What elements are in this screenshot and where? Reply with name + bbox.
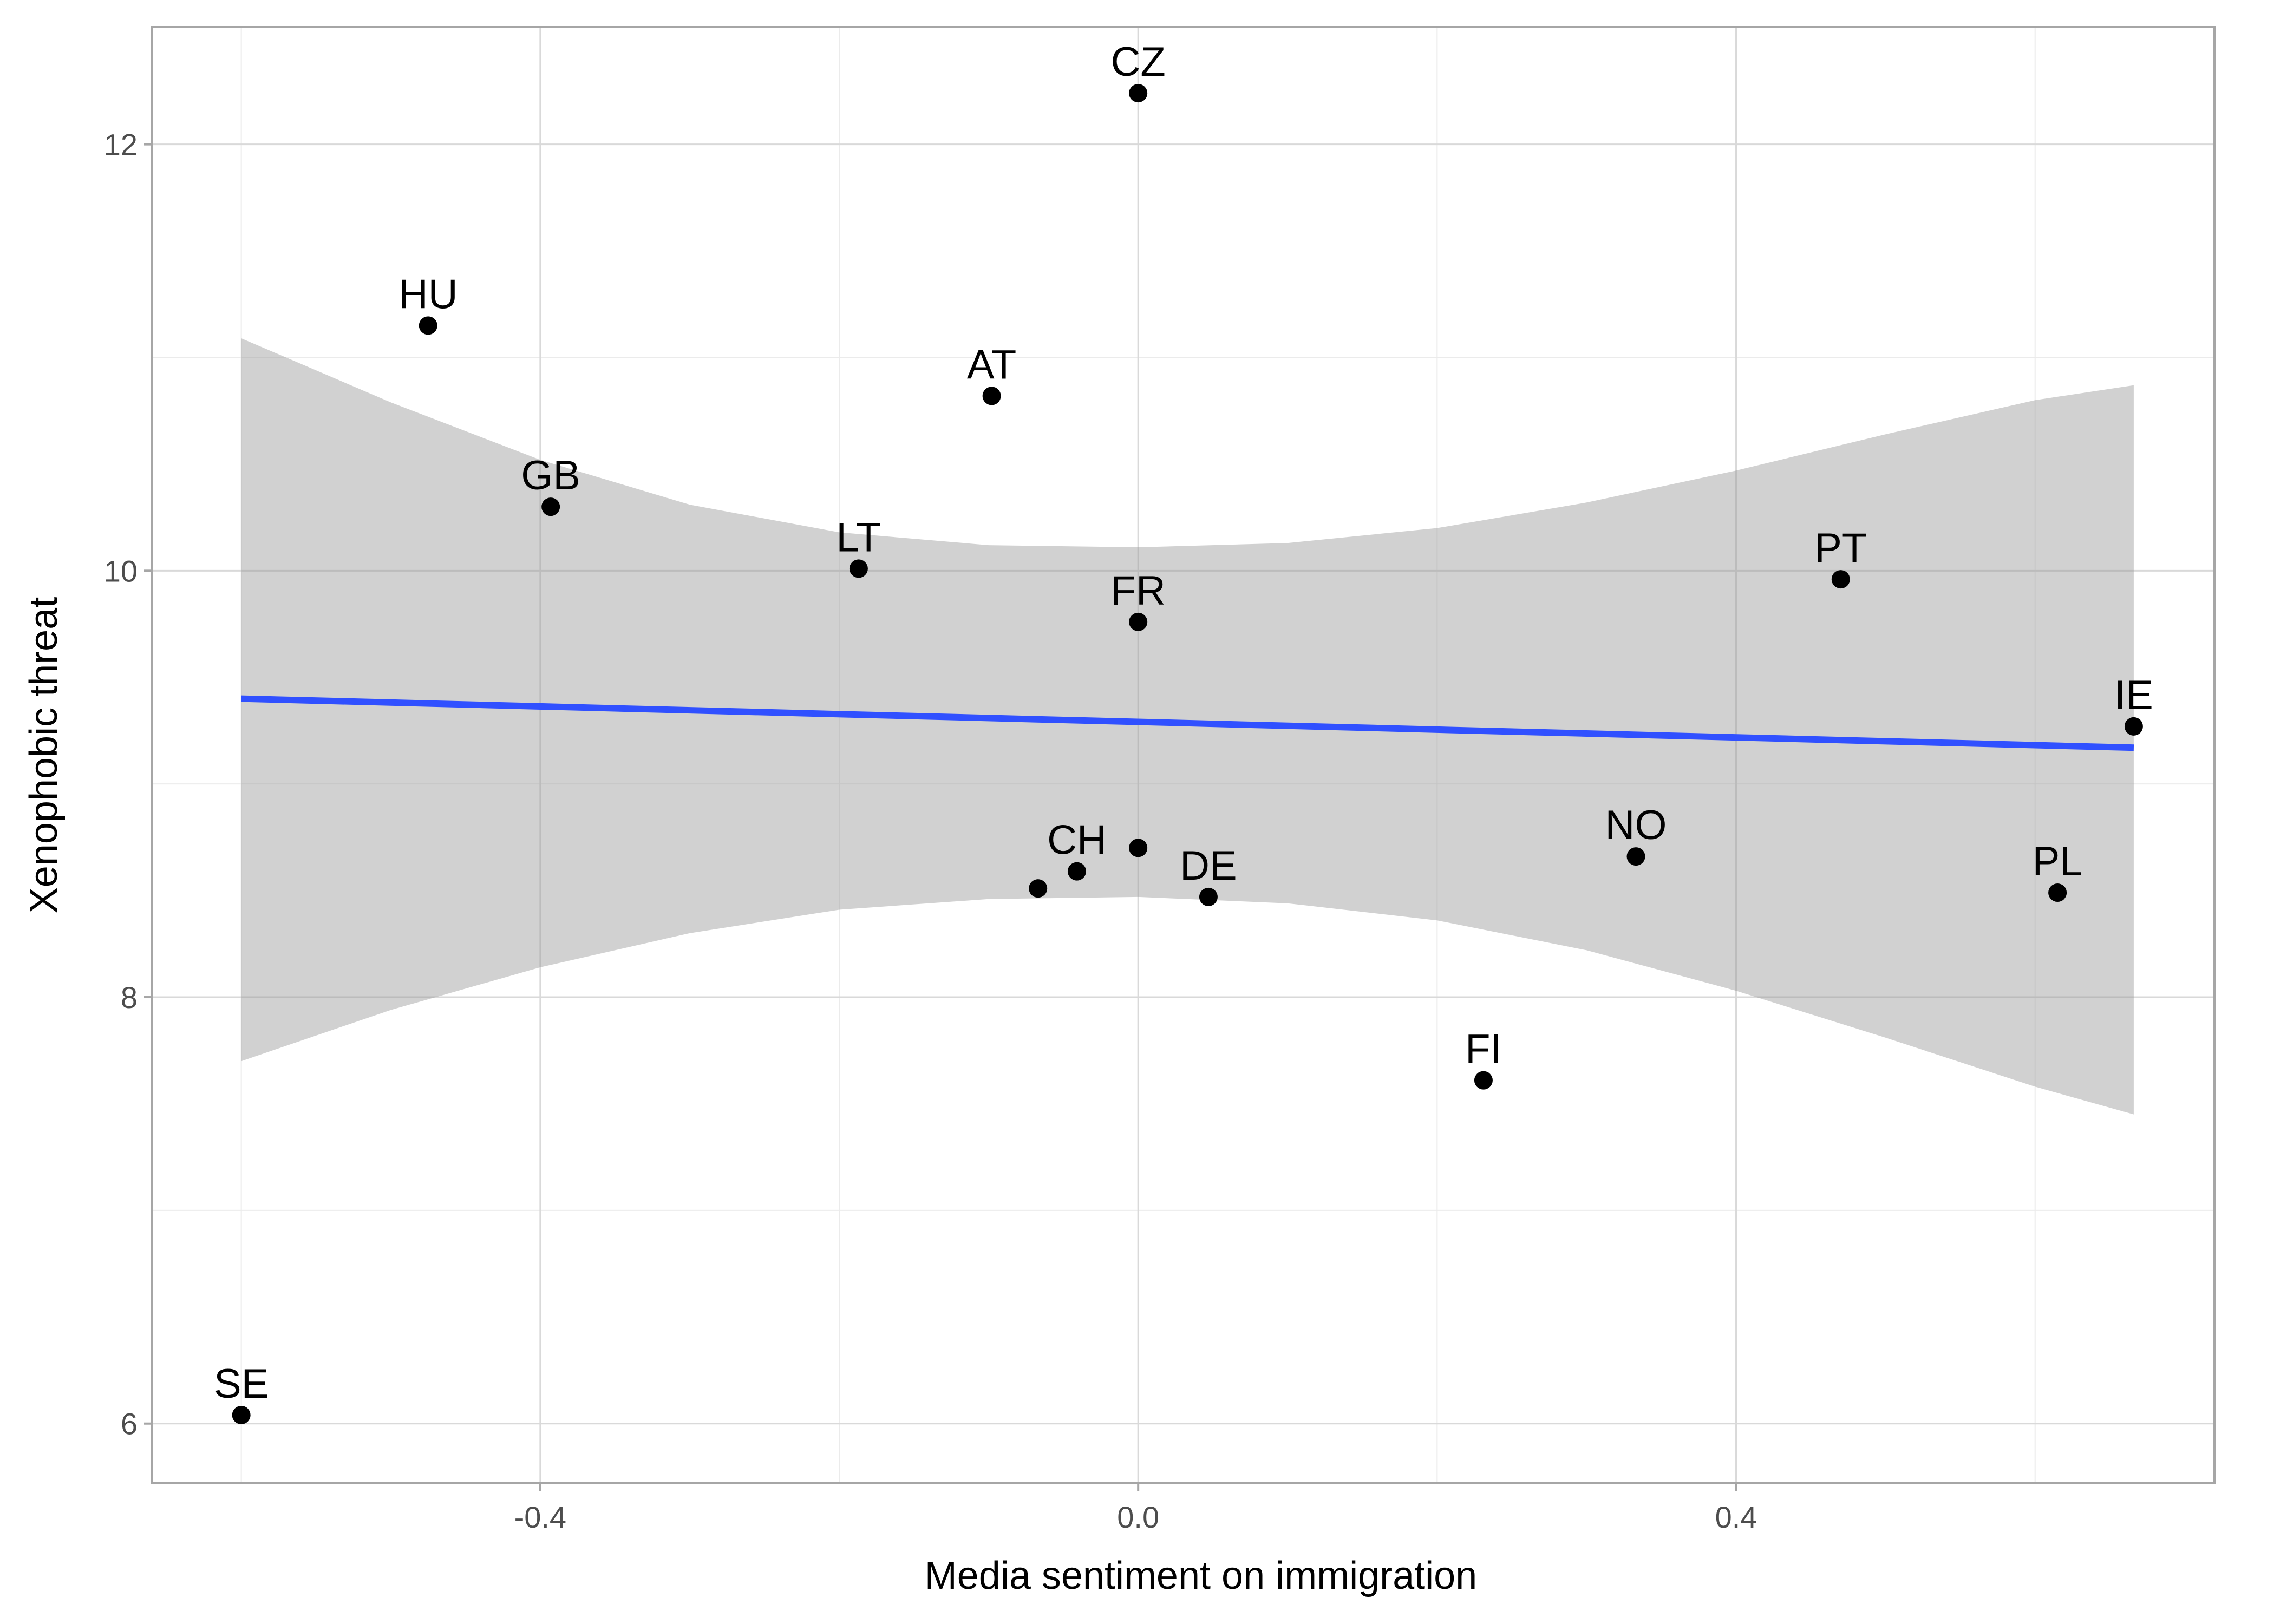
point-label-lt: LT: [836, 514, 881, 560]
data-points: [232, 84, 2143, 1424]
point-label-cz: CZ: [1111, 39, 1166, 85]
data-point-unlabeled-9: [1029, 879, 1048, 898]
data-point-gb: [541, 497, 560, 516]
data-point-pt: [1831, 570, 1850, 589]
y-axis-tick-labels: 6 8 10 12: [104, 128, 138, 1441]
data-point-lt: [849, 559, 868, 578]
data-point-pl: [2048, 883, 2067, 902]
y-tick-label-0: 6: [121, 1407, 138, 1441]
point-label-ie: IE: [2114, 672, 2153, 718]
data-point-no: [1626, 847, 1645, 866]
data-point-ch: [1067, 862, 1086, 881]
data-point-hu: [419, 316, 437, 335]
point-label-fi: FI: [1465, 1026, 1502, 1072]
plot-panel-border: [151, 26, 2216, 1484]
y-tick-label-2: 10: [104, 554, 138, 588]
point-label-se: SE: [214, 1361, 269, 1407]
major-gridlines: [152, 27, 2214, 1483]
data-point-fi: [1474, 1071, 1493, 1090]
y-axis-title: Xenophobic threat: [22, 597, 66, 913]
x-tick-label-0: -0.4: [514, 1500, 567, 1534]
point-label-ch: CH: [1047, 817, 1107, 863]
x-tick-label-2: 0.4: [1715, 1500, 1757, 1534]
point-label-no: NO: [1605, 802, 1667, 848]
point-labels: CZ HU AT GB LT FR PT IE CH DE NO PL FI SE: [214, 39, 2153, 1407]
point-label-fr: FR: [1111, 568, 1166, 614]
point-label-gb: GB: [521, 453, 580, 499]
x-axis-tick-labels: -0.4 0.0 0.4: [514, 1500, 1757, 1534]
data-point-unlabeled-10: [1129, 839, 1148, 857]
point-label-pl: PL: [2033, 839, 2083, 885]
data-point-se: [232, 1405, 251, 1424]
data-point-cz: [1129, 84, 1148, 103]
point-label-hu: HU: [398, 271, 458, 317]
data-point-de: [1199, 887, 1218, 906]
x-axis-title: Media sentiment on immigration: [925, 1554, 1477, 1597]
y-tick-label-1: 8: [121, 980, 138, 1014]
x-tick-label-1: 0.0: [1117, 1500, 1159, 1534]
point-label-at: AT: [967, 342, 1016, 388]
minor-gridlines: [152, 27, 2214, 1483]
data-point-ie: [2124, 717, 2143, 736]
point-label-pt: PT: [1814, 525, 1867, 571]
trend-line: [241, 695, 2134, 751]
data-point-at: [982, 387, 1001, 405]
data-point-fr: [1129, 612, 1148, 631]
trend-line-layer: [241, 695, 2134, 751]
y-tick-label-3: 12: [104, 128, 138, 162]
axis-ticks: [144, 143, 1737, 1491]
point-label-de: DE: [1180, 843, 1237, 889]
